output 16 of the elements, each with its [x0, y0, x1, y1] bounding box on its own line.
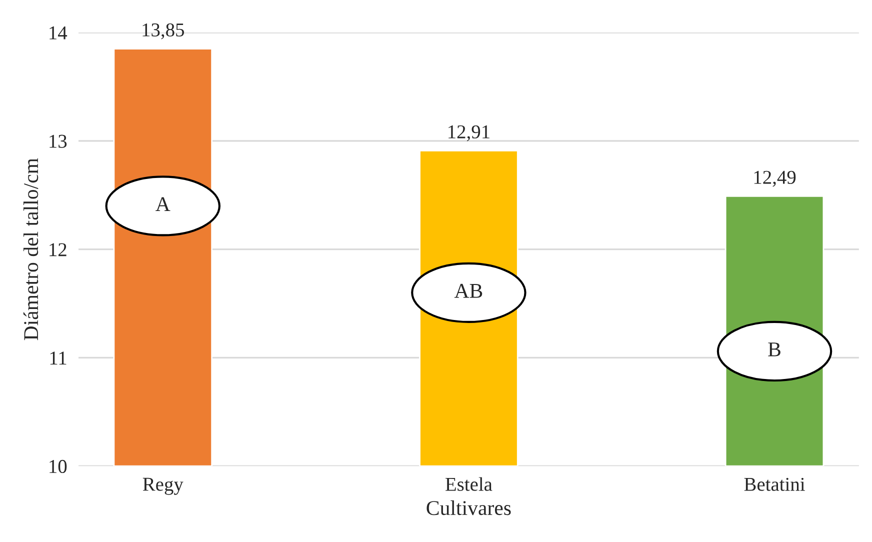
y-tick-label: 10	[50, 460, 67, 474]
x-tick-label: Betatini	[744, 478, 805, 491]
y-tick-label: 11	[50, 352, 66, 364]
annotation: AB	[454, 284, 482, 298]
x-tick-label: Estela	[446, 477, 492, 491]
y-axis-title: Diámetro del tallo/cm	[23, 158, 38, 340]
y-tick-label: 14	[50, 26, 68, 40]
annotation: A	[156, 197, 170, 211]
annotation: B	[768, 342, 780, 356]
x-tick-label: Regy	[142, 478, 184, 495]
y-tick-label: 12	[50, 243, 66, 256]
x-axis-title: Cultivares	[426, 500, 511, 516]
y-tick-label: 13	[50, 134, 67, 148]
data-label: 13,85	[142, 23, 184, 40]
data-label: 12,91	[448, 125, 490, 142]
data-label: 12,49	[754, 170, 796, 187]
